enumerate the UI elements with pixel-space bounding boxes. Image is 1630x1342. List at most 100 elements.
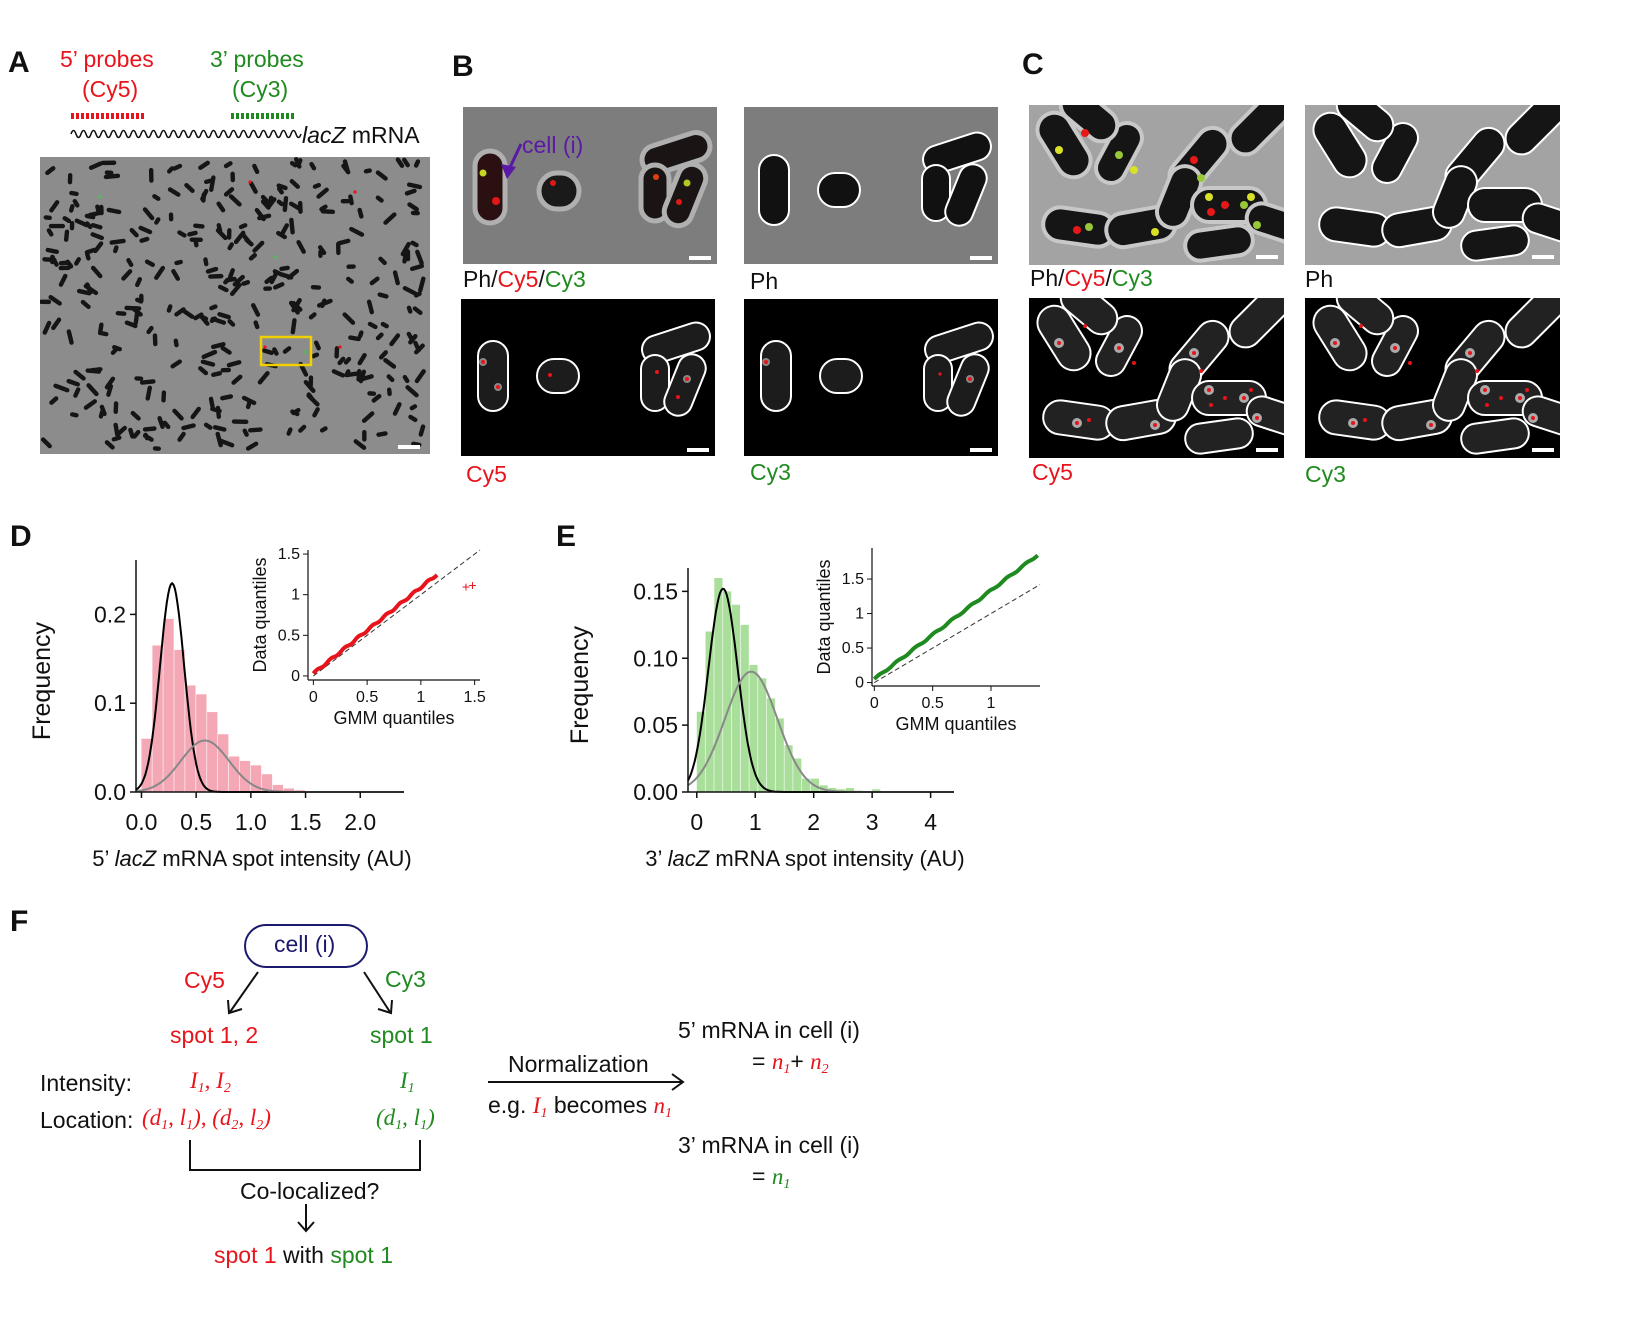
inset-x-axis-label: GMM quantiles: [895, 714, 1016, 734]
fluorescent-spot: [1190, 156, 1198, 164]
bracket: [189, 1140, 421, 1171]
bacterium: [227, 319, 236, 327]
x-tick-label: 1: [749, 809, 762, 835]
bacterium: [410, 210, 420, 216]
histogram-bar: [758, 678, 767, 792]
cell-outline: [923, 354, 953, 412]
cell-outline: [1227, 105, 1284, 157]
arrow-right: [363, 971, 391, 1013]
spot-red: [492, 197, 500, 205]
bacterium: [58, 260, 70, 266]
bacterium: [226, 360, 242, 368]
cy3-location: (d1, l1): [376, 1105, 435, 1133]
field-image: [40, 157, 430, 454]
c-cy5-image: [1029, 298, 1284, 458]
bacterium: [320, 209, 336, 215]
bacterium: [273, 282, 285, 290]
bacterium: [212, 425, 227, 432]
bacterium: [209, 304, 218, 311]
spot-center: [1192, 351, 1196, 355]
bacterium: [45, 166, 56, 176]
bacterium: [134, 376, 144, 381]
bacterium: [103, 173, 121, 180]
bacterium: [316, 187, 329, 199]
spot-center: [1132, 361, 1136, 365]
histogram-bar: [141, 738, 152, 792]
bacterium: [252, 240, 265, 253]
inset-x-axis-label: GMM quantiles: [333, 708, 454, 728]
bacterium: [129, 227, 139, 238]
histogram-bar: [218, 734, 229, 792]
probe5-dye: (Cy5): [82, 76, 139, 102]
spot-red: [550, 180, 556, 186]
bacterium: [241, 280, 251, 286]
bacterium: [298, 424, 307, 433]
bacterium: [418, 276, 426, 293]
bacterium: [162, 420, 171, 430]
bacterium: [177, 431, 186, 442]
spot-center: [1255, 416, 1259, 420]
bacterium: [73, 387, 81, 398]
bacterium: [43, 215, 52, 221]
bacterium: [48, 223, 66, 229]
cell-outline: [1521, 202, 1560, 244]
histogram-bar: [239, 760, 251, 792]
spot-center: [676, 395, 680, 399]
scale-bar: [1532, 255, 1554, 259]
mrna5-equation: = n1+ n2: [752, 1048, 829, 1077]
bacterium: [360, 374, 374, 381]
bacterium: [383, 212, 397, 225]
histogram-bar: [163, 618, 174, 792]
bacterium: [88, 161, 103, 170]
fluorescent-spot: [248, 180, 252, 184]
c-cy3-cells: [1312, 298, 1560, 455]
c-cy5-caption: Cy5: [1032, 459, 1073, 485]
bacterium: [245, 399, 252, 410]
bacterium: [93, 241, 104, 254]
bacterium: [215, 431, 223, 448]
c-cy3-image: [1305, 298, 1560, 458]
bacterium: [220, 394, 234, 401]
bacterium: [410, 240, 419, 248]
fluorescent-spot: [1207, 208, 1215, 216]
bacterium: [230, 171, 236, 183]
bacterium: [306, 392, 314, 401]
cell-outline: [1504, 298, 1560, 349]
cy5-locations: (d1, l1), (d2, l2): [142, 1105, 271, 1133]
bacterium: [68, 204, 75, 213]
bacterium: [342, 159, 351, 174]
bacterium: [113, 401, 119, 414]
bacterium: [413, 340, 421, 353]
spot-center: [1351, 421, 1355, 425]
bacterium: [66, 329, 74, 345]
inset-qq-points: [311, 573, 439, 675]
bacterium: [257, 371, 270, 385]
fluorescent-spot: [1240, 201, 1248, 209]
histogram-bar: [766, 698, 776, 792]
bacterium: [142, 426, 157, 432]
inset-y-tick-label: 0: [855, 675, 864, 692]
bacterium: [248, 427, 263, 433]
bacterium: [357, 352, 367, 366]
cell-outline: [1335, 105, 1395, 143]
bacterium: [316, 298, 333, 308]
bacterium: [392, 270, 400, 286]
bacterium: [135, 297, 144, 304]
bacterium: [67, 173, 73, 185]
bacterium: [263, 286, 272, 291]
bacterium: [172, 163, 183, 171]
scale-bar: [687, 448, 709, 452]
panel-label-a: A: [8, 46, 30, 79]
bacterium: [226, 228, 232, 240]
cell-outline: [760, 340, 792, 412]
histogram-bar: [261, 774, 273, 792]
spot-center: [968, 377, 972, 381]
histogram-bar: [152, 645, 163, 792]
spot-center: [1075, 421, 1079, 425]
bacterium: [198, 160, 210, 170]
panel-label-d: D: [10, 520, 32, 553]
bacterium: [408, 414, 418, 423]
bacterium: [53, 383, 70, 393]
x-tick-label: 2: [807, 809, 820, 835]
bacterium: [343, 356, 352, 365]
